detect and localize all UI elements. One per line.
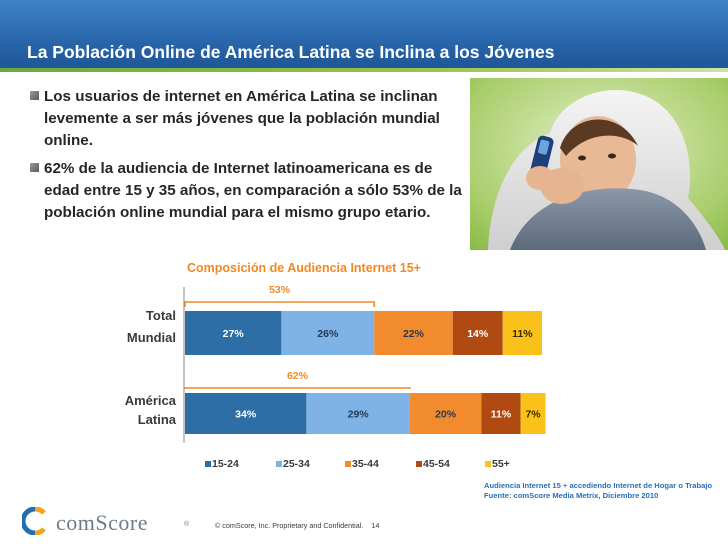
bullet-list: Los usuarios de internet en América Lati… xyxy=(28,86,468,230)
bar-value-label: 26% xyxy=(317,328,339,340)
legend-swatch xyxy=(416,461,422,467)
logo-trademark: ® xyxy=(184,521,190,528)
footer: © comScore, Inc. Proprietary and Confide… xyxy=(215,521,379,530)
bullet-text: Los usuarios de internet en América Lati… xyxy=(44,88,440,149)
bar-segment xyxy=(409,393,482,434)
audience-chart: Composición de Audiencia Internet 15+ To… xyxy=(125,261,546,470)
page-number: 14 xyxy=(371,521,380,530)
bullet-square-icon xyxy=(30,163,39,172)
legend-label: 55+ xyxy=(492,458,510,470)
bar-segment xyxy=(502,311,542,355)
bar-value-label: 11% xyxy=(512,328,533,340)
bar-segment xyxy=(481,393,521,434)
title-divider xyxy=(0,68,728,72)
bar-segment xyxy=(185,311,282,355)
bar-segment xyxy=(281,311,375,355)
bracket-label: 62% xyxy=(287,370,309,382)
comscore-logo-icon xyxy=(20,506,46,536)
bar-value-label: 34% xyxy=(235,409,257,421)
bullet-item: 62% de la audiencia de Internet latinoam… xyxy=(28,158,468,224)
legend-swatch xyxy=(276,461,282,467)
category-label: América xyxy=(125,393,177,408)
bar-segment xyxy=(185,393,307,434)
bar-value-label: 27% xyxy=(223,328,245,340)
category-label: Latina xyxy=(138,412,177,427)
logo-wordmark: comScore xyxy=(56,510,148,535)
bar-value-label: 20% xyxy=(435,409,457,421)
bullet-square-icon xyxy=(30,91,39,100)
chart-title: Composición de Audiencia Internet 15+ xyxy=(187,261,421,275)
source-line-1: Audiencia Internet 15 + accediendo Inter… xyxy=(484,481,713,490)
bar-value-label: 14% xyxy=(467,328,489,340)
comscore-logo: comScore ® xyxy=(20,506,202,539)
source-note: Audiencia Internet 15 + accediendo Inter… xyxy=(484,481,712,501)
bar-value-label: 22% xyxy=(403,328,425,340)
legend-label: 15-24 xyxy=(212,458,239,470)
girl-with-phone-photo xyxy=(470,78,728,250)
legend-label: 35-44 xyxy=(352,458,379,470)
bar-value-label: 7% xyxy=(525,409,541,421)
bracket-line xyxy=(184,301,375,307)
legend-label: 45-54 xyxy=(423,458,450,470)
bar-value-label: 11% xyxy=(491,409,512,421)
bullet-item: Los usuarios de internet en América Lati… xyxy=(28,86,468,152)
legend-swatch xyxy=(485,461,491,467)
bar-value-label: 29% xyxy=(348,409,370,421)
bar-segment xyxy=(374,311,453,355)
footer-copyright: © comScore, Inc. Proprietary and Confide… xyxy=(215,521,364,530)
category-label: Mundial xyxy=(127,330,176,345)
source-line-2: Fuente: comScore Media Metrix, Diciembre… xyxy=(484,491,659,500)
bar-segment xyxy=(452,311,503,355)
legend-swatch xyxy=(205,461,211,467)
category-label: Total xyxy=(146,308,176,323)
bracket-line xyxy=(184,387,411,389)
slide-title: La Población Online de América Latina se… xyxy=(27,42,555,62)
bullet-text: 62% de la audiencia de Internet latinoam… xyxy=(44,160,462,221)
bar-segment xyxy=(306,393,410,434)
title-bar: La Población Online de América Latina se… xyxy=(0,0,728,68)
legend-swatch xyxy=(345,461,351,467)
bracket-label: 53% xyxy=(269,284,291,296)
bar-segment xyxy=(520,393,546,434)
legend-label: 25-34 xyxy=(283,458,310,470)
